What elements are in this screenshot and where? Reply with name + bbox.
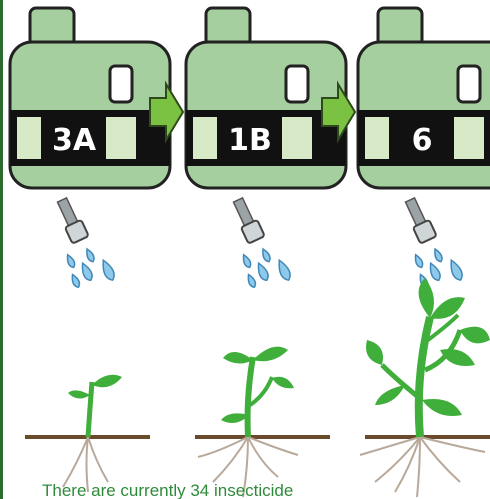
- plants: [68, 278, 490, 437]
- page: 3A 1B 6 There are currently: [0, 0, 490, 499]
- jug-label: 1B: [228, 123, 272, 158]
- caption: There are currently 34 insecticide: [42, 481, 293, 499]
- left-border: [0, 0, 3, 499]
- jug-label: 6: [412, 123, 433, 158]
- illustration: 3A 1B 6 There are currently: [0, 0, 490, 499]
- sprayer: [39, 193, 116, 296]
- jug-label: 3A: [52, 123, 97, 158]
- sprayer: [215, 193, 292, 296]
- jug: [10, 8, 170, 188]
- jug: [358, 8, 490, 188]
